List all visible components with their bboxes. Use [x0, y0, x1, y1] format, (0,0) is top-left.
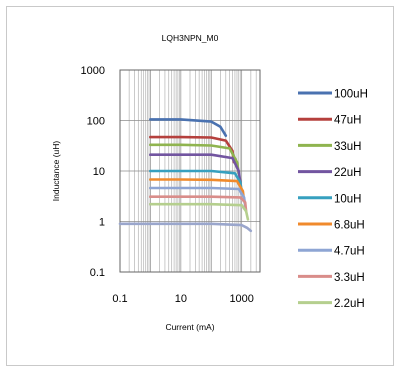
- series-line: [149, 153, 242, 184]
- legend-label: 47uH: [334, 115, 362, 127]
- y-tick-label: 0.1: [90, 267, 105, 279]
- series-line: [149, 143, 240, 175]
- plot-border: [119, 69, 261, 273]
- legend-label: 6.8uH: [334, 220, 365, 232]
- series-line: [118, 222, 253, 233]
- legend-label: 22uH: [334, 167, 362, 179]
- chart-frame: LQH3NPN_M0 0.1 1 10 100 1000 0.1 10 1000 Current …: [6, 6, 394, 366]
- x-tick-label: 0.1: [112, 293, 127, 305]
- legend-label: 33uH: [334, 141, 362, 153]
- legend-label: 10uH: [334, 193, 362, 205]
- chart-title: LQH3NPN_M0: [162, 33, 219, 43]
- series-line: [149, 118, 228, 137]
- series-line: [149, 169, 243, 193]
- series-line: [149, 195, 248, 213]
- y-tick-label: 1000: [81, 65, 105, 77]
- x-axis-label: Current (mA): [165, 322, 214, 332]
- inductance-chart: LQH3NPN_M0 0.1 1 10 100 1000 0.1 10 1000 Current …: [51, 33, 368, 332]
- y-axis-label: Inductance (uH): [51, 141, 61, 202]
- y-tick-label: 10: [93, 166, 105, 178]
- legend-label: 2.2uH: [334, 298, 365, 310]
- legend-label: 3.3uH: [334, 272, 365, 284]
- legend-label: 100uH: [334, 89, 368, 101]
- legend-label: 4.7uH: [334, 246, 365, 258]
- series-line: [149, 202, 250, 221]
- y-tick-label: 1: [99, 217, 105, 229]
- series-line: [149, 178, 246, 203]
- x-tick-label: 10: [175, 293, 187, 305]
- series-line: [149, 186, 247, 208]
- x-tick-label: 1000: [229, 293, 253, 305]
- y-tick-label: 100: [87, 116, 105, 128]
